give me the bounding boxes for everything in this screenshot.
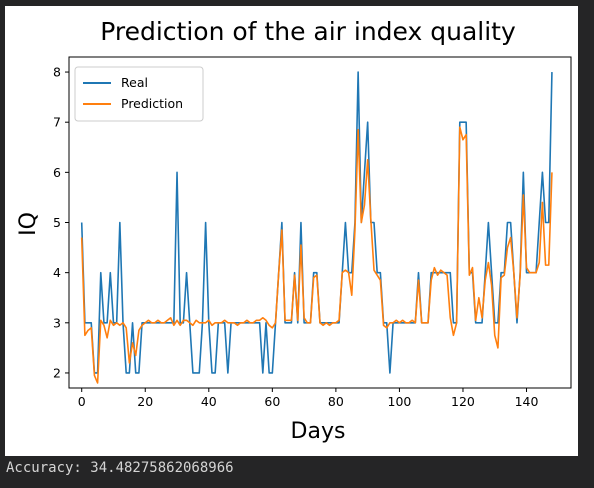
x-tick-label: 20 (137, 394, 153, 409)
x-axis-label: Days (291, 419, 346, 444)
legend-box (74, 66, 204, 122)
chart-figure: Prediction of the air index quality 0 20 4… (5, 6, 578, 456)
x-tick-label: 0 (78, 394, 86, 409)
y-tick-label: 2 (53, 365, 61, 380)
legend-label-real: Real (121, 75, 148, 90)
legend-label-prediction: Prediction (121, 96, 183, 111)
chart-legend: Real Prediction (74, 66, 204, 122)
x-tick-label: 80 (328, 394, 344, 409)
y-tick-label: 4 (53, 265, 61, 280)
chart-title: Prediction of the air index quality (100, 17, 516, 46)
x-tick-label: 140 (515, 394, 539, 409)
series-line-prediction (80, 126, 553, 384)
y-tick-label: 5 (53, 215, 61, 230)
series-lines (80, 71, 553, 384)
x-tick-label: 100 (388, 394, 412, 409)
y-tick-label: 6 (53, 165, 61, 180)
axes-ticks: 0 20 40 60 80 100 120 140 2 3 4 5 6 7 8 (53, 65, 538, 409)
y-axis-label: IQ (16, 212, 41, 236)
x-tick-label: 60 (264, 394, 280, 409)
x-tick-label: 120 (451, 394, 475, 409)
chart-svg: Prediction of the air index quality 0 20 4… (16, 17, 572, 444)
y-tick-label: 8 (53, 65, 61, 80)
x-tick-label: 40 (201, 394, 217, 409)
y-tick-label: 7 (53, 115, 61, 130)
console-output: Accuracy: 34.48275862068966 (6, 460, 234, 476)
y-tick-label: 3 (53, 315, 61, 330)
